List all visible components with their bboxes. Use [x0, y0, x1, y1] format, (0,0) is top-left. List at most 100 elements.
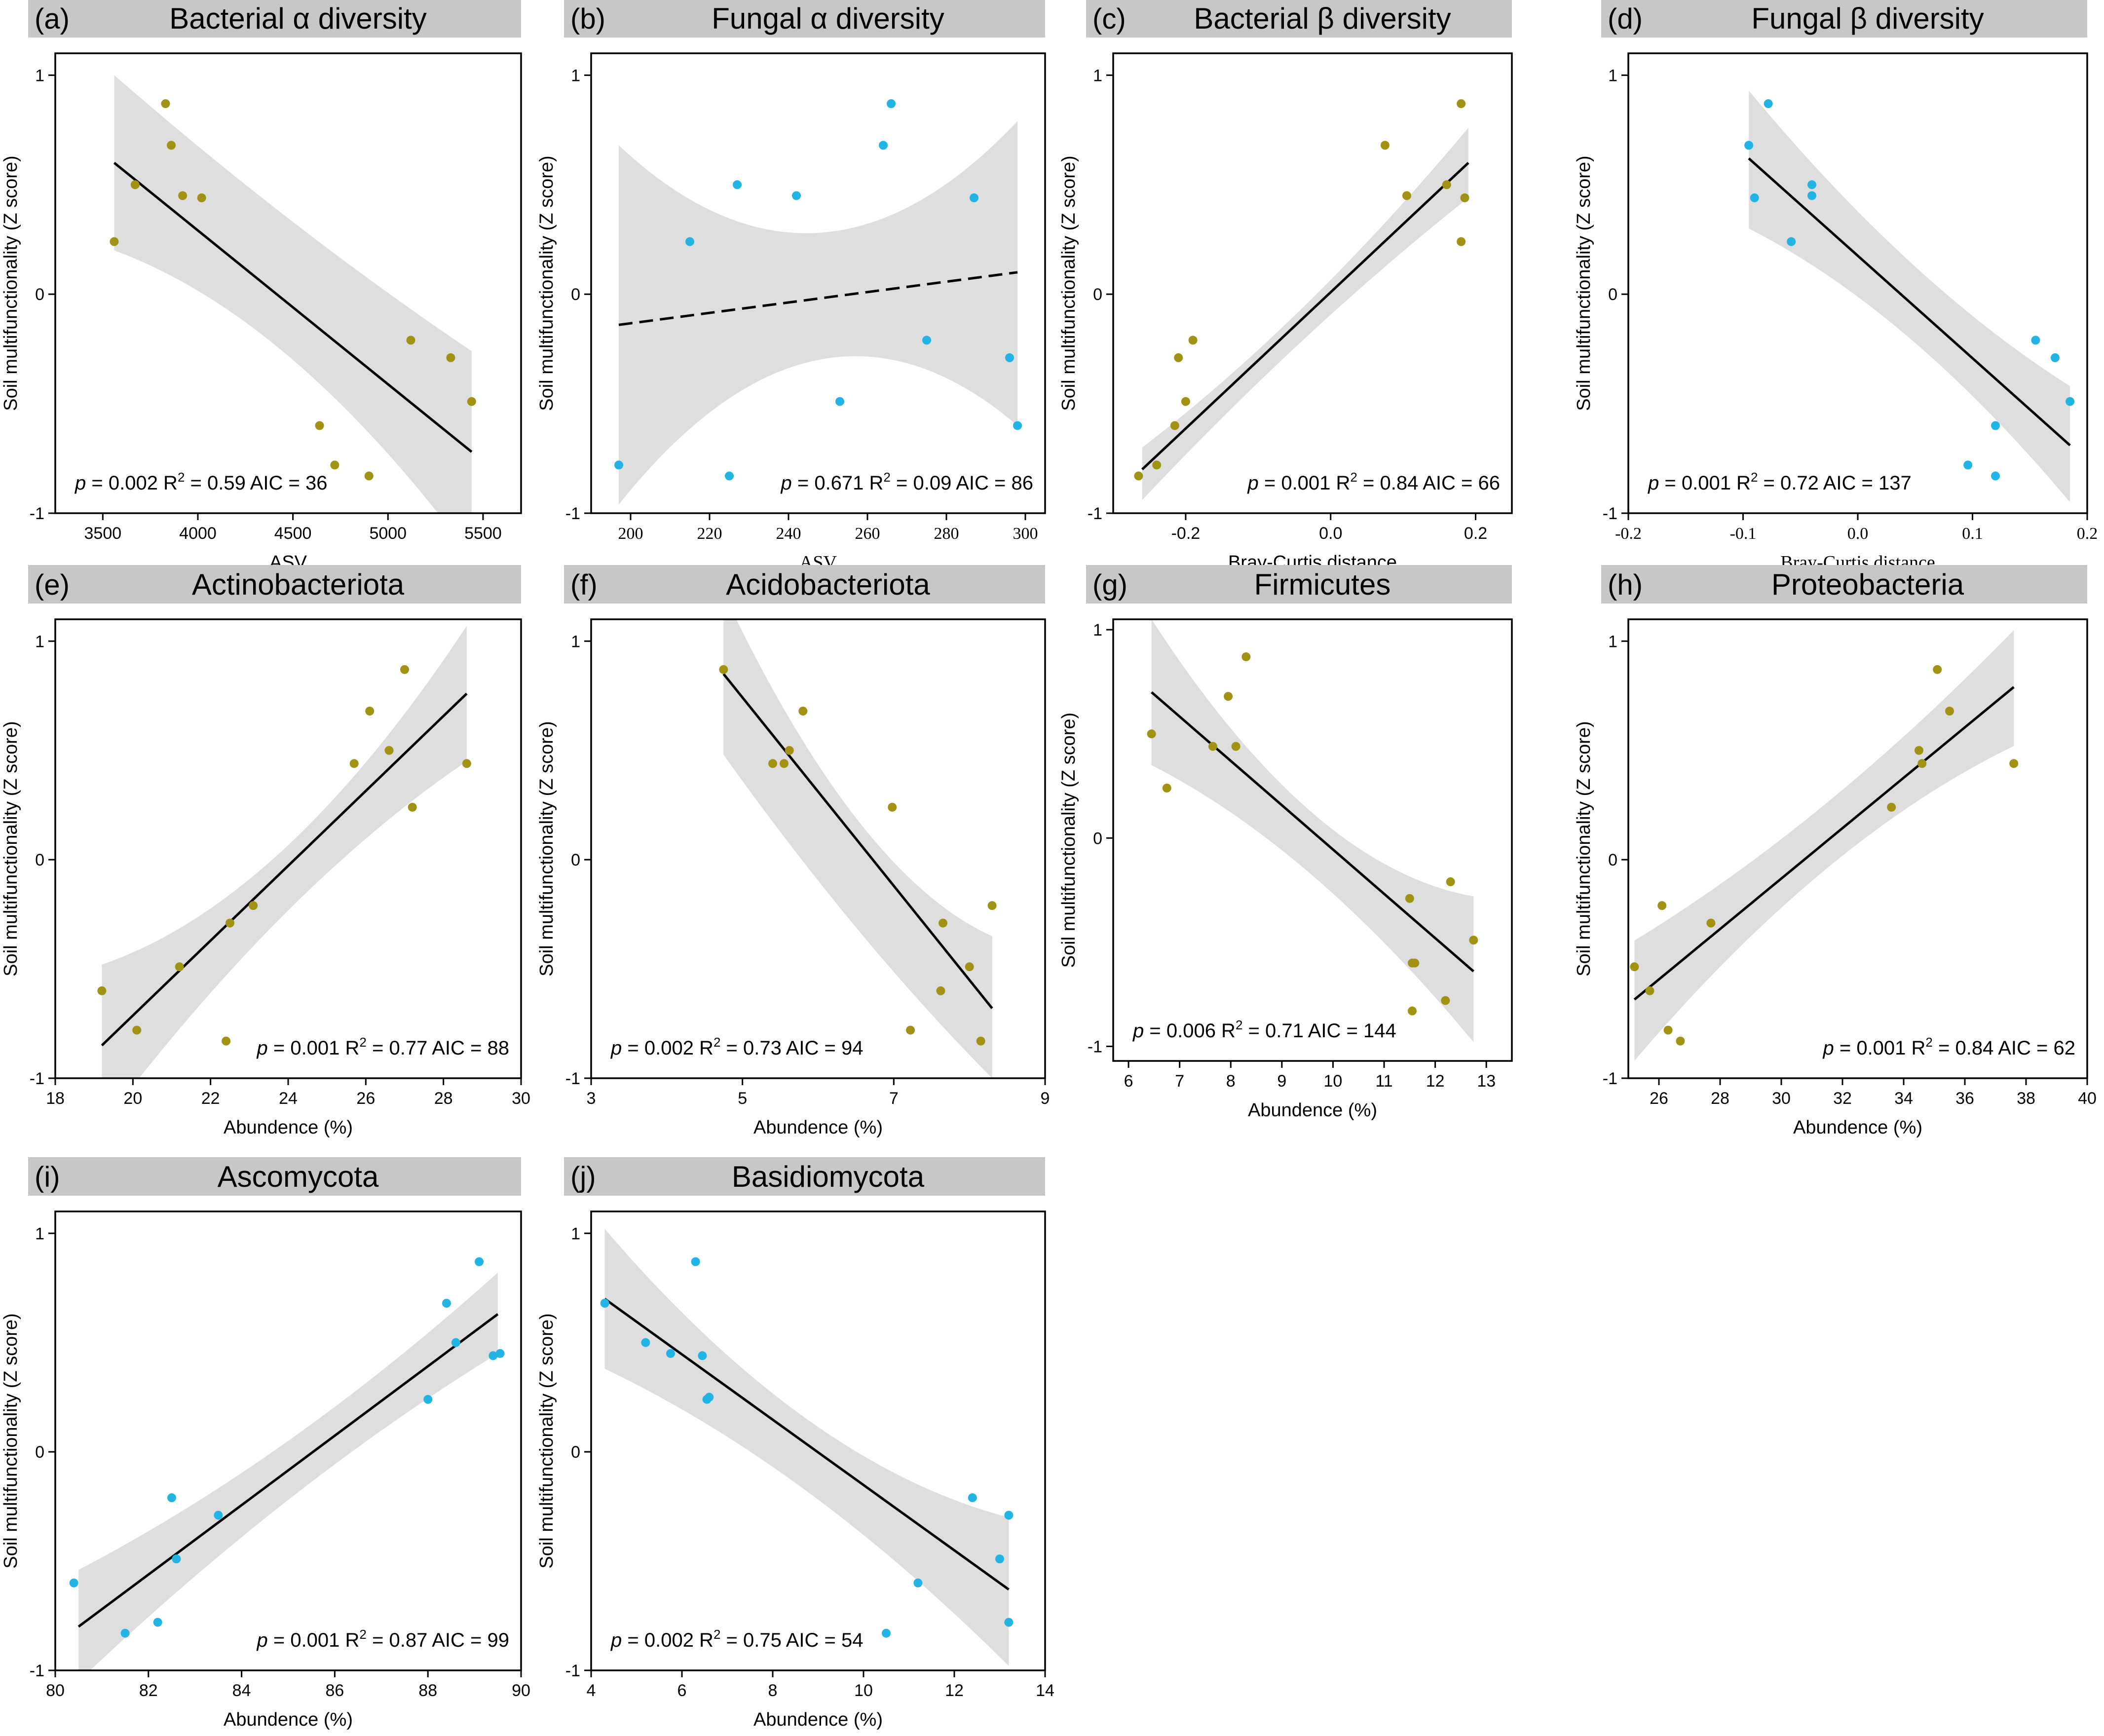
data-point — [384, 746, 394, 755]
data-point — [1441, 996, 1450, 1005]
data-point — [69, 1578, 78, 1587]
data-point — [1917, 759, 1927, 768]
panel-label: (e) — [35, 569, 70, 601]
y-tick-label: -1 — [1603, 504, 1617, 523]
plot-frame — [590, 1210, 1046, 1671]
stats-annotation: p = 0.002 R2 = 0.59 AIC = 36 — [75, 470, 328, 494]
data-point — [1224, 692, 1233, 701]
y-tick-label: 0 — [571, 1443, 580, 1462]
x-tick-label: 28 — [1711, 1089, 1729, 1108]
panel-h: (h) Proteobacteria -1 0 1 26 28 30 32 34 36 38 40 Abu… — [1574, 565, 2097, 1138]
stats-tail: = 0.09 AIC = 86 — [891, 472, 1033, 494]
data-point — [197, 193, 206, 202]
data-point — [1013, 421, 1022, 430]
y-axis-label: Soil multifunctionality (Z score) — [536, 721, 557, 976]
data-point — [1807, 191, 1816, 200]
data-point — [175, 962, 184, 972]
data-point — [349, 759, 359, 768]
stats-annotation: p = 0.001 R2 = 0.84 AIC = 62 — [1822, 1035, 2075, 1059]
x-tick-label: 7 — [889, 1089, 899, 1108]
data-point — [451, 1338, 460, 1347]
confidence-band — [78, 1273, 498, 1670]
stats-sup: 2 — [359, 1627, 366, 1642]
data-point — [835, 397, 844, 406]
stats-r: = 0.006 R — [1144, 1020, 1236, 1042]
data-point — [462, 759, 471, 768]
stats-annotation: p = 0.001 R2 = 0.72 AIC = 137 — [1648, 470, 1912, 494]
x-axis-label: Abundence (%) — [1793, 1117, 1922, 1138]
confidence-band — [723, 619, 992, 1078]
x-tick-label: 22 — [201, 1089, 220, 1108]
y-tick-label: -1 — [30, 1661, 44, 1680]
x-tick-label: 5500 — [464, 524, 502, 543]
stats-sup: 2 — [1751, 470, 1758, 485]
x-tick-label: 260 — [855, 525, 880, 543]
x-tick-label: -0.2 — [1171, 524, 1201, 543]
plot-frame — [1112, 618, 1513, 1062]
stats-sup: 2 — [1236, 1018, 1242, 1032]
stats-annotation: p = 0.001 R2 = 0.77 AIC = 88 — [256, 1035, 509, 1059]
x-tick-label: 84 — [232, 1681, 251, 1700]
stats-tail: = 0.72 AIC = 137 — [1758, 472, 1911, 494]
stats-r: = 0.001 R — [1834, 1037, 1926, 1059]
data-point — [130, 180, 140, 189]
stats-r: = 0.671 R — [792, 472, 884, 494]
x-tick-label: 3 — [587, 1089, 596, 1108]
data-point — [110, 237, 119, 246]
panel-title: Basidiomycota — [732, 1160, 925, 1193]
panel-title-bar — [28, 1157, 521, 1196]
x-tick-label: 240 — [776, 525, 801, 543]
data-point — [1663, 1025, 1673, 1035]
y-tick-label: 0 — [1608, 851, 1617, 869]
confidence-band — [1634, 630, 2014, 1061]
data-point — [1676, 1036, 1685, 1046]
plot-frame — [590, 52, 1046, 514]
stats-r: = 0.001 R — [1259, 472, 1351, 494]
x-tick-label: 8 — [768, 1681, 778, 1700]
y-tick-label: 0 — [35, 285, 44, 304]
stats-tail: = 0.77 AIC = 88 — [367, 1037, 509, 1059]
data-point — [495, 1349, 505, 1358]
y-tick-label: -1 — [1603, 1069, 1617, 1088]
stats-sup: 2 — [359, 1035, 366, 1050]
stats-annotation: p = 0.002 R2 = 0.73 AIC = 94 — [610, 1035, 864, 1059]
data-point — [906, 1025, 915, 1035]
stats-p: p — [256, 1629, 267, 1651]
data-point — [666, 1349, 675, 1358]
data-point — [178, 191, 188, 200]
panel-title: Ascomycota — [218, 1160, 379, 1193]
regression-line — [77, 1313, 499, 1628]
x-tick-label: 24 — [279, 1089, 298, 1108]
data-point — [1807, 180, 1816, 189]
stats-p: p — [1648, 472, 1659, 494]
regression-line — [722, 673, 993, 1009]
data-point — [1241, 652, 1251, 661]
panel-title-bar — [564, 565, 1045, 604]
x-tick-label: 86 — [325, 1681, 344, 1700]
y-tick-label: 0 — [571, 285, 580, 304]
data-point — [467, 397, 476, 406]
x-tick-label: 7 — [1175, 1072, 1184, 1091]
data-point — [725, 471, 734, 481]
panel-title: Proteobacteria — [1771, 568, 1964, 601]
stats-r: = 0.001 R — [268, 1037, 360, 1059]
x-tick-label: 28 — [434, 1089, 453, 1108]
data-point — [939, 918, 947, 928]
data-point — [1181, 397, 1190, 406]
data-point — [768, 759, 777, 768]
panel-title-bar — [564, 1157, 1045, 1196]
data-point — [97, 986, 107, 995]
stats-tail: = 0.84 AIC = 66 — [1357, 472, 1500, 494]
panel-a: (a) Bacterial α diversity -1 0 1 3500 4000 4500… — [0, 0, 522, 573]
y-tick-label: 1 — [571, 1224, 580, 1243]
panel-title-bar — [1601, 0, 2087, 38]
panel-g: (g) Firmicutes -1 0 1 6 7 8 9 10 11 12 13 Abundence (… — [1058, 565, 1513, 1121]
y-tick-label: 0 — [35, 851, 44, 869]
data-point — [161, 99, 170, 109]
data-point — [249, 901, 258, 910]
data-point — [1991, 471, 2000, 481]
y-tick-label: 1 — [35, 1224, 44, 1243]
regression-line — [1748, 157, 2071, 447]
data-point — [968, 1493, 977, 1503]
